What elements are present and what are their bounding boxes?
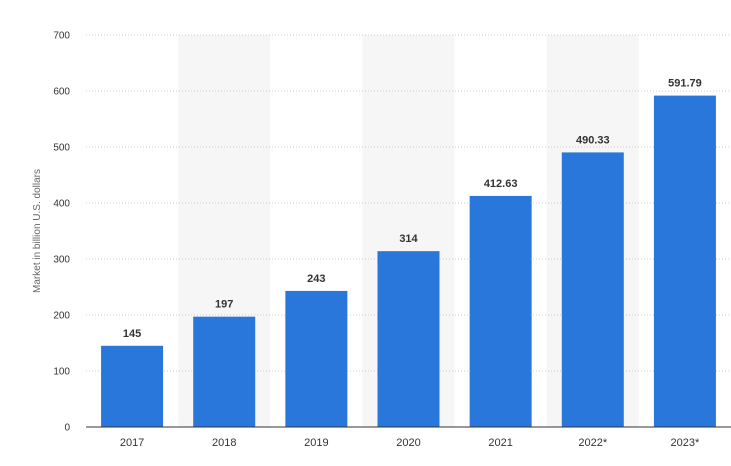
data-label: 197 xyxy=(215,299,233,311)
data-label: 243 xyxy=(307,273,325,285)
y-tick-label: 200 xyxy=(53,311,70,322)
data-labels: 145 197 243 314 412.63 490.33 591.79 xyxy=(123,78,702,340)
bar xyxy=(101,345,164,427)
bar xyxy=(193,316,256,427)
x-tick-label: 2021 xyxy=(488,437,512,449)
y-tick-label: 700 xyxy=(53,31,70,42)
bar xyxy=(285,290,348,427)
bar xyxy=(561,152,624,427)
y-axis-title: Market in billion U.S. dollars xyxy=(32,169,43,293)
x-tick-label: 2019 xyxy=(304,437,328,449)
x-tick-label: 2017 xyxy=(120,437,144,449)
bar xyxy=(653,95,716,428)
y-tick-label: 400 xyxy=(53,199,70,210)
data-label: 412.63 xyxy=(484,178,518,190)
y-tick-label: 100 xyxy=(53,367,70,378)
y-axis-ticks: 0 100 200 300 400 500 600 700 xyxy=(53,31,70,434)
bar xyxy=(377,251,440,427)
data-label: 490.33 xyxy=(576,134,610,146)
data-label: 314 xyxy=(399,233,418,245)
bars xyxy=(101,95,716,428)
y-tick-label: 500 xyxy=(53,143,70,154)
y-tick-label: 0 xyxy=(64,423,70,434)
x-tick-label: 2020 xyxy=(396,437,420,449)
bar xyxy=(469,195,532,427)
data-label: 145 xyxy=(123,328,141,340)
y-tick-label: 300 xyxy=(53,255,70,266)
x-tick-label: 2023* xyxy=(671,437,700,449)
x-axis-ticks: 2017 2018 2019 2020 2021 2022* 2023* xyxy=(120,437,700,449)
data-label: 591.79 xyxy=(668,78,702,90)
y-tick-label: 600 xyxy=(53,87,70,98)
x-tick-label: 2022* xyxy=(578,437,607,449)
x-tick-label: 2018 xyxy=(212,437,236,449)
